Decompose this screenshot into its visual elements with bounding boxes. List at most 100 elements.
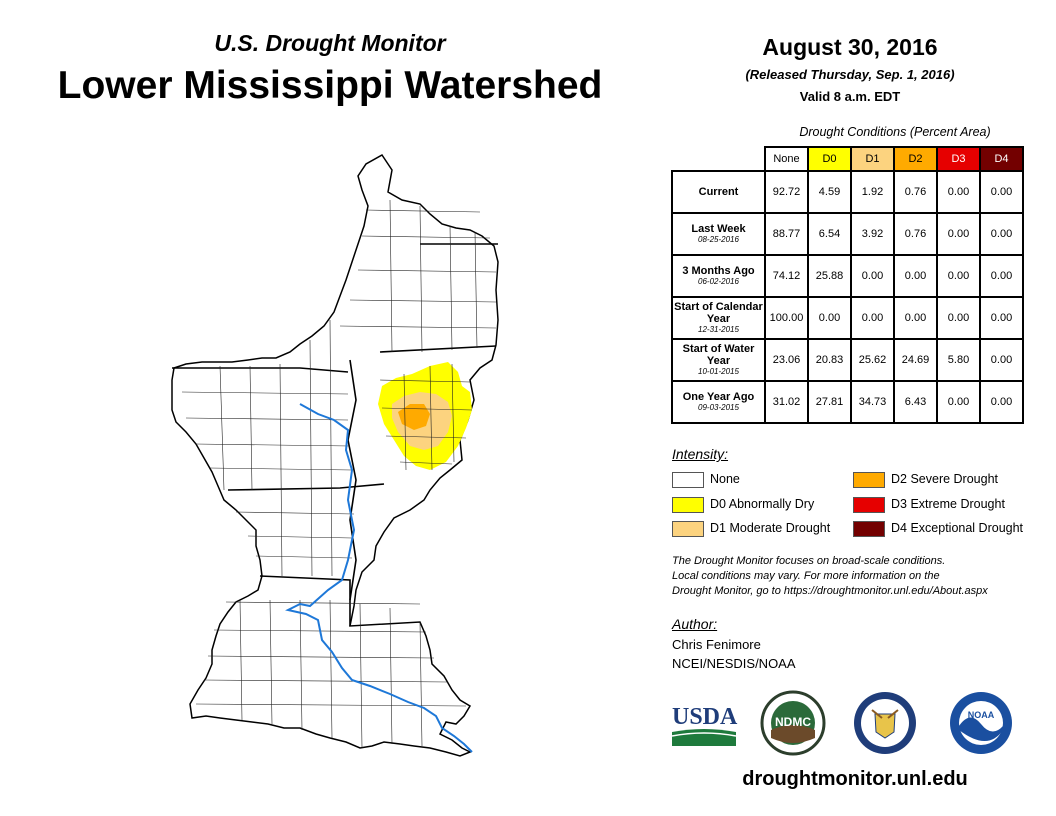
legend-label: D3 Extreme Drought bbox=[891, 497, 1005, 511]
table-corner bbox=[672, 147, 765, 171]
table-caption: Drought Conditions (Percent Area) bbox=[799, 125, 991, 139]
note-line: Drought Monitor, go to https://droughtmo… bbox=[672, 585, 988, 597]
table-cell: 0.00 bbox=[979, 254, 1024, 298]
row-label: Start of Calendar Year 12-31-2015 bbox=[671, 296, 766, 340]
legend-swatch bbox=[672, 520, 704, 537]
table-cell: 0.00 bbox=[936, 380, 981, 424]
legend-swatch bbox=[853, 471, 885, 488]
mississippi-river bbox=[285, 403, 473, 753]
table-row: One Year Ago 09-03-2015 31.02 27.81 34.73… bbox=[671, 380, 1024, 424]
row-label-text: Current bbox=[698, 186, 739, 198]
table-cell: 4.59 bbox=[807, 170, 852, 214]
author-organization: NCEI/NESDIS/NOAA bbox=[672, 656, 796, 671]
table-cell: 0.76 bbox=[893, 170, 938, 214]
note-line: The Drought Monitor focuses on broad-sca… bbox=[672, 555, 946, 567]
disclaimer-note: The Drought Monitor focuses on broad-sca… bbox=[672, 554, 1052, 599]
table-cell: 100.00 bbox=[764, 296, 809, 340]
table-cell: 0.00 bbox=[850, 296, 895, 340]
row-label-text: Last Week bbox=[691, 223, 746, 235]
legend-item-d1: D1 Moderate Drought bbox=[672, 519, 830, 537]
row-date: 06-02-2016 bbox=[698, 277, 739, 286]
table-cell: 0.00 bbox=[807, 296, 852, 340]
table-cell: 20.83 bbox=[807, 338, 852, 382]
table-cell: 6.43 bbox=[893, 380, 938, 424]
table-cell: 0.00 bbox=[936, 254, 981, 298]
table-cell: 1.92 bbox=[850, 170, 895, 214]
legend-label: D0 Abnormally Dry bbox=[710, 497, 815, 511]
table-cell: 5.80 bbox=[936, 338, 981, 382]
table-cell: 24.69 bbox=[893, 338, 938, 382]
table-cell: 25.62 bbox=[850, 338, 895, 382]
table-cell: 0.00 bbox=[979, 338, 1024, 382]
table-cell: 23.06 bbox=[764, 338, 809, 382]
map-date: August 30, 2016 bbox=[762, 34, 938, 60]
usda-logo-text: USDA bbox=[672, 704, 738, 730]
legend-item-none: None bbox=[672, 470, 740, 488]
legend-label: None bbox=[710, 472, 740, 486]
table-cell: 0.76 bbox=[893, 212, 938, 256]
row-label: 3 Months Ago 06-02-2016 bbox=[671, 254, 766, 298]
row-label: Current bbox=[671, 170, 766, 214]
column-header-d1: D1 bbox=[850, 146, 895, 172]
table-row: Last Week 08-25-2016 88.77 6.54 3.92 0.76… bbox=[671, 212, 1024, 256]
table-cell: 0.00 bbox=[893, 296, 938, 340]
column-header-none: None bbox=[764, 146, 809, 172]
table-cell: 25.88 bbox=[807, 254, 852, 298]
row-label-text: One Year Ago bbox=[682, 391, 755, 403]
drought-conditions-table: None D0 D1 D2 D3 D4 Current 92.72 4.59 1… bbox=[671, 146, 1024, 424]
ndmc-logo-text: NDMC bbox=[775, 715, 811, 729]
column-header-d3: D3 bbox=[936, 146, 981, 172]
legend-swatch bbox=[853, 496, 885, 513]
table-cell: 27.81 bbox=[807, 380, 852, 424]
state-boundary bbox=[347, 359, 357, 601]
website-link[interactable]: droughtmonitor.unl.edu bbox=[742, 768, 968, 790]
table-cell: 0.00 bbox=[979, 380, 1024, 424]
table-cell: 0.00 bbox=[936, 170, 981, 214]
map-subtitle: U.S. Drought Monitor bbox=[214, 30, 446, 56]
legend-swatch bbox=[672, 496, 704, 513]
row-label: Start of Water Year 10-01-2015 bbox=[671, 338, 766, 382]
noaa-logo: NOAA bbox=[950, 692, 1012, 754]
table-cell: 34.73 bbox=[850, 380, 895, 424]
row-label-text: Start of Calendar Year bbox=[674, 301, 763, 325]
valid-time: Valid 8 a.m. EDT bbox=[799, 89, 901, 104]
legend-swatch bbox=[853, 520, 885, 537]
table-cell: 0.00 bbox=[979, 170, 1024, 214]
noaa-logo-text: NOAA bbox=[968, 710, 995, 720]
legend-item-d2: D2 Severe Drought bbox=[853, 470, 998, 488]
d2-area bbox=[398, 404, 430, 430]
author-heading: Author: bbox=[672, 616, 718, 632]
author-name: Chris Fenimore bbox=[672, 637, 761, 652]
release-date: (Released Thursday, Sep. 1, 2016) bbox=[745, 67, 955, 82]
table-cell: 0.00 bbox=[979, 212, 1024, 256]
row-label: One Year Ago 09-03-2015 bbox=[671, 380, 766, 424]
column-header-d0: D0 bbox=[807, 146, 852, 172]
row-date: 08-25-2016 bbox=[698, 235, 739, 244]
row-label-text: 3 Months Ago bbox=[682, 265, 755, 277]
table-cell: 31.02 bbox=[764, 380, 809, 424]
table-row: 3 Months Ago 06-02-2016 74.12 25.88 0.00 … bbox=[671, 254, 1024, 298]
row-date: 09-03-2015 bbox=[698, 403, 739, 412]
state-boundary bbox=[259, 575, 351, 626]
legend-label: D1 Moderate Drought bbox=[710, 521, 831, 535]
commerce-seal-logo bbox=[854, 692, 916, 754]
legend-label: D4 Exceptional Drought bbox=[891, 521, 1024, 535]
table-header-row: None D0 D1 D2 D3 D4 bbox=[672, 146, 1024, 172]
legend-item-d0: D0 Abnormally Dry bbox=[672, 495, 814, 513]
state-boundary bbox=[172, 367, 349, 373]
table-cell: 88.77 bbox=[764, 212, 809, 256]
table-cell: 0.00 bbox=[893, 254, 938, 298]
table-cell: 0.00 bbox=[850, 254, 895, 298]
state-boundary bbox=[227, 483, 385, 491]
table-cell: 0.00 bbox=[936, 296, 981, 340]
row-date: 10-01-2015 bbox=[698, 367, 739, 376]
column-header-d4: D4 bbox=[979, 146, 1024, 172]
row-date: 12-31-2015 bbox=[698, 325, 739, 334]
state-boundary bbox=[379, 345, 497, 353]
map-title: Lower Mississippi Watershed bbox=[57, 64, 603, 107]
table-cell: 0.00 bbox=[936, 212, 981, 256]
table-row: Start of Water Year 10-01-2015 23.06 20.8… bbox=[671, 338, 1024, 382]
row-label: Last Week 08-25-2016 bbox=[671, 212, 766, 256]
table-cell: 92.72 bbox=[764, 170, 809, 214]
legend-swatch bbox=[672, 471, 704, 488]
